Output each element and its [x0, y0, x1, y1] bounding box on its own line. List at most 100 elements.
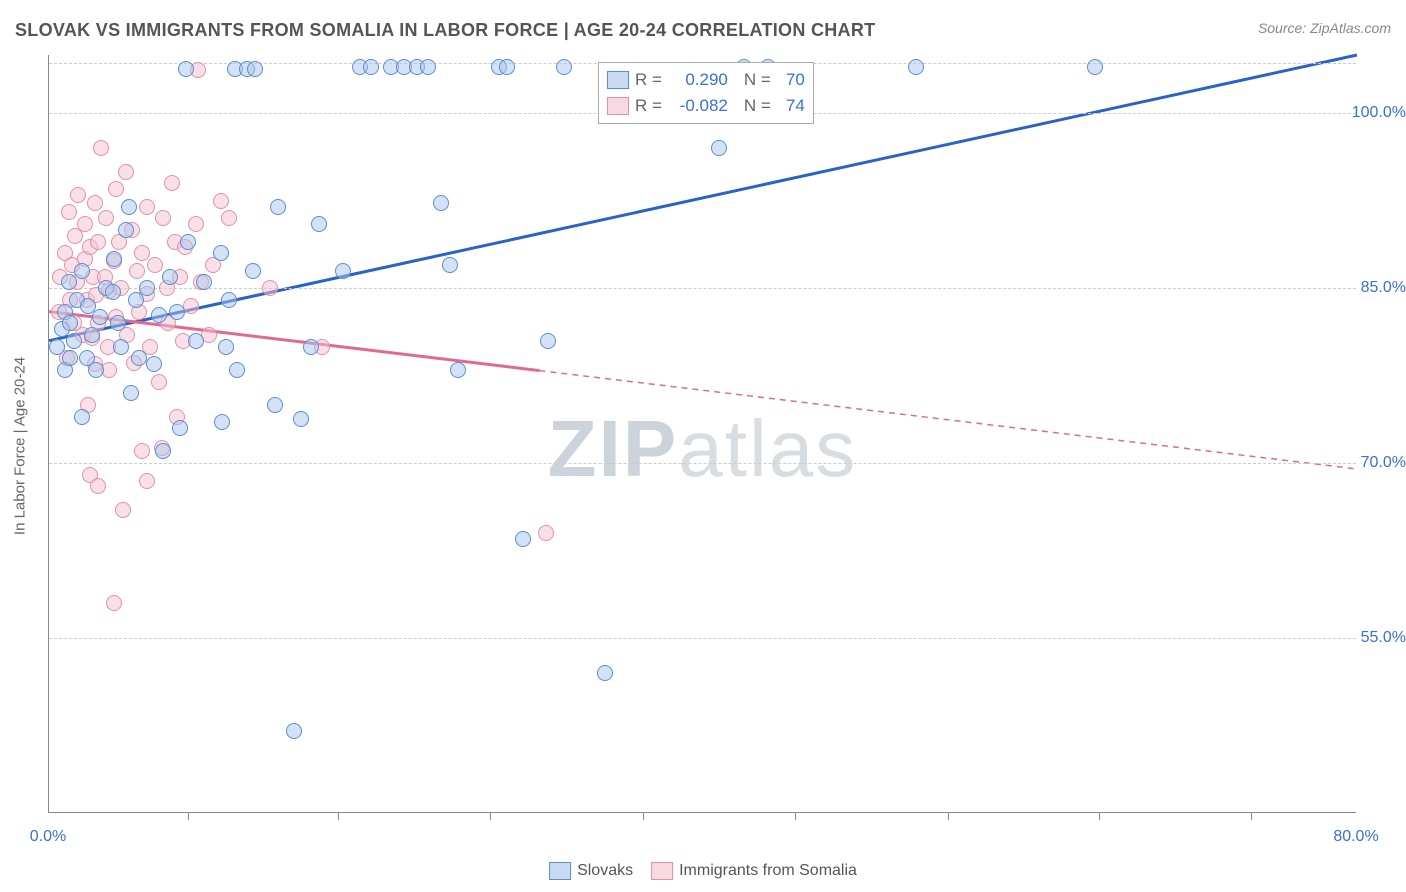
data-point — [113, 339, 129, 355]
data-point — [450, 362, 466, 378]
data-point — [108, 181, 124, 197]
data-point — [213, 193, 229, 209]
data-point — [178, 61, 194, 77]
data-point — [90, 234, 106, 250]
data-point — [66, 333, 82, 349]
data-point — [218, 339, 234, 355]
legend-r-value: 0.290 — [668, 70, 728, 90]
gridline — [49, 638, 1356, 639]
data-point — [214, 414, 230, 430]
data-point — [172, 420, 188, 436]
data-point — [88, 362, 104, 378]
data-point — [311, 216, 327, 232]
data-point — [293, 411, 309, 427]
data-point — [229, 362, 245, 378]
data-point — [110, 315, 126, 331]
data-point — [556, 59, 572, 75]
data-point — [711, 140, 727, 156]
legend-r-label: R = — [635, 96, 662, 116]
data-point — [115, 502, 131, 518]
data-point — [106, 251, 122, 267]
data-point — [363, 59, 379, 75]
x-tick — [1099, 812, 1100, 820]
source-attribution: Source: ZipAtlas.com — [1258, 20, 1391, 36]
data-point — [84, 327, 100, 343]
data-point — [335, 263, 351, 279]
x-axis-label: 0.0% — [30, 828, 66, 846]
data-point — [155, 443, 171, 459]
data-point — [74, 409, 90, 425]
data-point — [196, 274, 212, 290]
data-point — [169, 304, 185, 320]
legend-n-value: 74 — [777, 96, 805, 116]
scatter-plot: ZIPatlas 55.0%70.0%85.0%100.0%R = 0.290 … — [48, 55, 1356, 813]
data-point — [262, 280, 278, 296]
y-tick-label: 55.0% — [1351, 629, 1406, 647]
data-point — [433, 195, 449, 211]
data-point — [147, 257, 163, 273]
data-point — [221, 210, 237, 226]
data-point — [162, 269, 178, 285]
data-point — [540, 333, 556, 349]
x-tick — [795, 812, 796, 820]
legend-r-value: -0.082 — [668, 96, 728, 116]
data-point — [121, 199, 137, 215]
data-point — [183, 298, 199, 314]
data-point — [515, 531, 531, 547]
data-point — [123, 385, 139, 401]
legend-n-label: N = — [744, 70, 771, 90]
x-tick — [338, 812, 339, 820]
y-axis-label: In Labor Force | Age 20-24 — [12, 357, 29, 535]
page-title: SLOVAK VS IMMIGRANTS FROM SOMALIA IN LAB… — [15, 20, 875, 40]
data-point — [538, 525, 554, 541]
x-tick — [643, 812, 644, 820]
x-tick — [188, 812, 189, 820]
trendlines-layer — [49, 55, 1357, 813]
stats-legend-row: R = 0.290 N = 70 — [607, 67, 805, 93]
data-point — [286, 723, 302, 739]
data-point — [267, 397, 283, 413]
legend-n-value: 70 — [777, 70, 805, 90]
data-point — [118, 222, 134, 238]
legend-label: Slovaks — [577, 862, 633, 880]
gridline — [49, 288, 1356, 289]
stats-legend-row: R = -0.082 N = 74 — [607, 93, 805, 119]
x-tick — [490, 812, 491, 820]
data-point — [98, 210, 114, 226]
data-point — [597, 665, 613, 681]
data-point — [151, 374, 167, 390]
data-point — [61, 204, 77, 220]
x-tick — [1251, 812, 1252, 820]
data-point — [131, 350, 147, 366]
data-point — [164, 175, 180, 191]
data-point — [134, 443, 150, 459]
y-tick-label: 70.0% — [1351, 454, 1406, 472]
data-point — [92, 309, 108, 325]
data-point — [129, 263, 145, 279]
data-point — [49, 339, 65, 355]
data-point — [90, 478, 106, 494]
data-point — [188, 216, 204, 232]
data-point — [303, 339, 319, 355]
x-tick — [948, 812, 949, 820]
data-point — [213, 245, 229, 261]
data-point — [155, 210, 171, 226]
data-point — [188, 333, 204, 349]
data-point — [221, 292, 237, 308]
bottom-legend-item: Slovaks — [549, 858, 633, 884]
legend-swatch — [607, 97, 629, 115]
trendline — [540, 371, 1358, 469]
data-point — [62, 315, 78, 331]
bottom-legend: Slovaks Immigrants from Somalia — [549, 858, 857, 884]
data-point — [134, 245, 150, 261]
legend-swatch — [549, 862, 571, 880]
data-point — [105, 284, 121, 300]
data-point — [106, 595, 122, 611]
data-point — [70, 187, 86, 203]
bottom-legend-item: Immigrants from Somalia — [651, 858, 857, 884]
data-point — [1087, 59, 1103, 75]
data-point — [420, 59, 436, 75]
data-point — [139, 473, 155, 489]
data-point — [74, 263, 90, 279]
stats-legend: R = 0.290 N = 70R = -0.082 N = 74 — [598, 62, 814, 124]
